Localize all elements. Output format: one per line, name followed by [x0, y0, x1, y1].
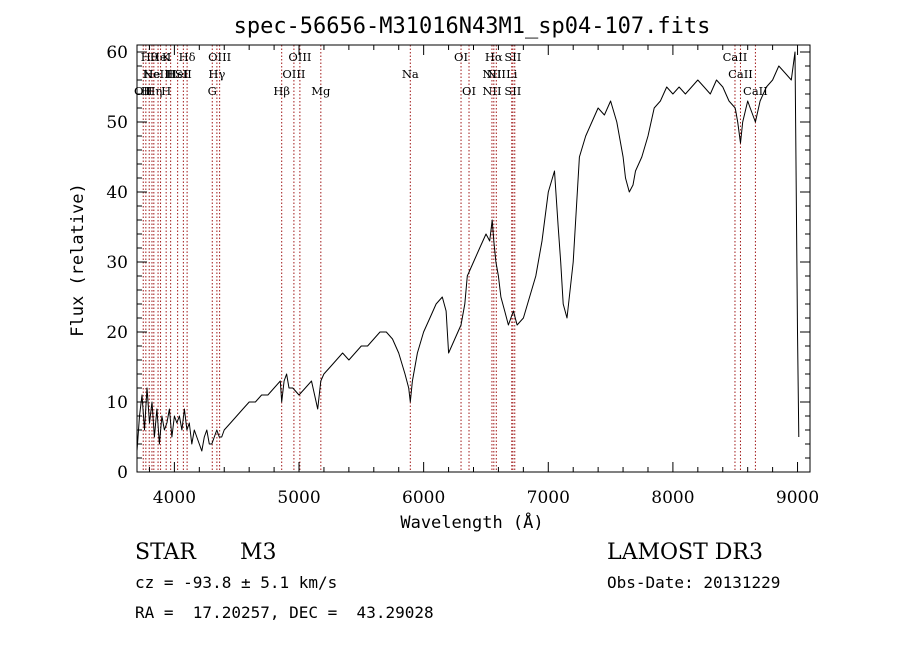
reference-line-label: OI — [462, 84, 476, 98]
reference-line-label: H — [166, 67, 176, 81]
reference-line-label: Mg — [311, 84, 331, 98]
reference-line-label: HeI — [167, 67, 188, 81]
reference-line-label: NII — [487, 67, 506, 81]
reference-line-label: OI — [454, 50, 468, 64]
reference-line-label: OIII — [288, 50, 311, 64]
reference-line-label: HeI — [150, 50, 171, 64]
reference-lines — [142, 45, 756, 472]
axis-ticks — [137, 45, 810, 473]
reference-line-label: NII — [482, 84, 501, 98]
reference-line-label: Hθ — [141, 50, 158, 64]
reference-line-label: OIII — [208, 50, 231, 64]
reference-line-label: CaII — [728, 67, 753, 81]
y-tick-label: 30 — [106, 253, 128, 273]
reference-line-label: NeIII — [143, 67, 174, 81]
chart-title: spec-56656-M31016N43M1_sp04-107.fits — [234, 14, 711, 39]
reference-line-label: He — [144, 67, 161, 81]
reference-line-label: Hη — [145, 84, 162, 98]
reference-line-label: SII — [504, 84, 521, 98]
x-tick-label: 7000 — [527, 488, 570, 508]
redshift-velocity: cz = -93.8 ± 5.1 km/s — [135, 573, 338, 592]
object-subclass: M3 — [240, 540, 277, 565]
reference-line-label: Hα — [485, 50, 503, 64]
reference-line-label: NII — [482, 67, 501, 81]
y-tick-label: 40 — [106, 183, 128, 203]
reference-line-label: SII — [504, 50, 521, 64]
x-tick-label: 8000 — [651, 488, 694, 508]
x-tick-label: 9000 — [776, 488, 819, 508]
y-tick-label: 60 — [106, 43, 128, 63]
reference-line-label: Hδ — [179, 50, 196, 64]
observation-date: Obs-Date: 20131229 — [607, 573, 781, 592]
reference-line-label: SII — [175, 67, 192, 81]
object-type: STAR — [135, 540, 196, 565]
plot-frame — [136, 44, 811, 473]
spectrum-series-line — [136, 51, 800, 452]
y-tick-label: 20 — [106, 323, 128, 343]
reference-line-label: H — [161, 84, 171, 98]
x-tick-label: 4000 — [153, 488, 196, 508]
axis-tick-labels: 4000 5000 6000 7000 8000 9000 0 10 20 30 40 50 60 — [106, 43, 819, 508]
reference-line-label: H — [141, 84, 151, 98]
reference-line-label: CaII — [743, 84, 768, 98]
y-tick-label: 10 — [106, 393, 128, 413]
reference-line-label: Hβ — [273, 84, 290, 98]
x-axis-title: Wavelength (Å) — [400, 511, 543, 533]
y-tick-label: 0 — [117, 463, 128, 483]
reference-line-label: OIII — [282, 67, 305, 81]
y-axis-title: Flux (relative) — [68, 183, 88, 337]
reference-line-label: Li — [506, 67, 518, 81]
coordinates: RA = 17.20257, DEC = 43.29028 — [135, 603, 434, 622]
survey-name: LAMOST DR3 — [607, 540, 763, 565]
reference-line-labels: OIIHHθHeHηNeIIIHeIKHHHeISIIHδGHγOIIIHβOI… — [134, 50, 768, 98]
y-tick-label: 50 — [106, 113, 128, 133]
x-tick-label: 5000 — [277, 488, 320, 508]
reference-line-label: CaII — [723, 50, 748, 64]
reference-line-label: K — [162, 50, 171, 64]
reference-line-label: Na — [402, 67, 419, 81]
x-tick-label: 6000 — [402, 488, 445, 508]
reference-line-label: G — [208, 84, 217, 98]
reference-line-label: Hγ — [208, 67, 225, 81]
